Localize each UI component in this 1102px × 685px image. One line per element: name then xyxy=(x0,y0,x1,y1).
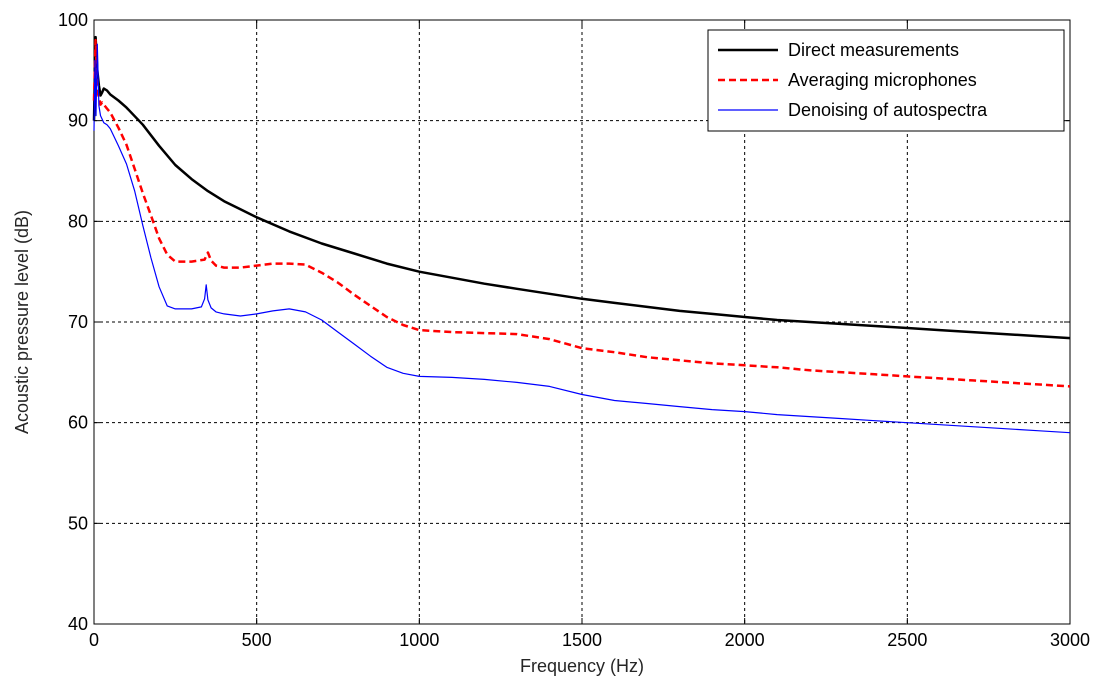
legend: Direct measurements Averaging microphones… xyxy=(707,29,1065,132)
series-line-1 xyxy=(92,38,1071,388)
y-tick-label: 80 xyxy=(68,211,88,231)
legend-label-2: Denoising of autospectra xyxy=(788,100,988,120)
x-tick-label: 2000 xyxy=(725,630,765,650)
y-tick-label: 100 xyxy=(58,10,88,30)
legend-label-0: Direct measurements xyxy=(788,40,959,60)
x-tick-label: 3000 xyxy=(1050,630,1090,650)
y-tick-label: 40 xyxy=(68,614,88,634)
y-tick-label: 70 xyxy=(68,312,88,332)
series-line-2 xyxy=(93,43,1071,434)
series-line-0 xyxy=(92,35,1071,340)
x-tick-label: 1000 xyxy=(399,630,439,650)
y-tick-label: 50 xyxy=(68,513,88,533)
x-axis-ticks: 0 500 1000 1500 2000 2500 3000 xyxy=(89,20,1090,650)
x-tick-label: 500 xyxy=(242,630,272,650)
y-tick-label: 60 xyxy=(68,413,88,433)
x-axis-label: Frequency (Hz) xyxy=(520,656,644,676)
x-tick-label: 1500 xyxy=(562,630,602,650)
y-axis-label: Acoustic pressure level (dB) xyxy=(12,210,32,434)
x-tick-label: 0 xyxy=(89,630,99,650)
grid-lines xyxy=(94,20,1070,624)
y-axis-ticks: 40 50 60 70 80 90 100 xyxy=(58,10,1070,634)
series-lines xyxy=(92,35,1071,434)
x-tick-label: 2500 xyxy=(887,630,927,650)
legend-label-1: Averaging microphones xyxy=(788,70,977,90)
y-tick-label: 90 xyxy=(68,111,88,131)
